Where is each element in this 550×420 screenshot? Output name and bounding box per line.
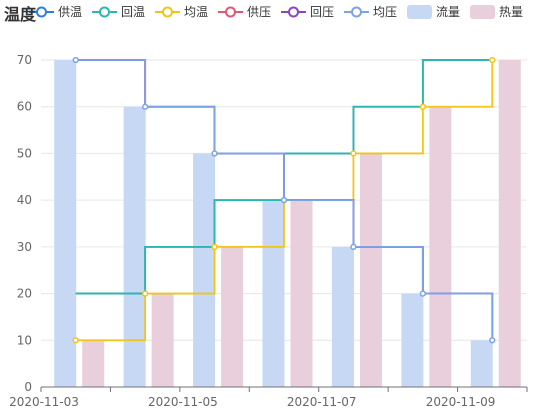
x-tick-label: 2020-11-07 [287, 395, 357, 409]
data-point[interactable] [350, 243, 357, 251]
legend-label: 均压 [373, 5, 397, 19]
legend-item[interactable]: 供温 [29, 5, 82, 19]
data-point[interactable] [141, 103, 149, 110]
data-point[interactable] [350, 150, 357, 157]
bar[interactable] [470, 340, 493, 387]
x-tick-label: 2020-11-09 [426, 395, 496, 409]
data-point[interactable] [419, 103, 427, 110]
y-tick-label: 40 [17, 193, 32, 207]
data-point[interactable] [489, 56, 496, 64]
data-point[interactable] [141, 290, 149, 297]
legend-label: 回温 [121, 5, 145, 19]
legend-item[interactable]: 流量 [407, 5, 460, 19]
legend-swatch [351, 6, 362, 18]
bar[interactable] [401, 293, 424, 387]
bar[interactable] [82, 340, 105, 387]
legend-item[interactable]: 热量 [470, 5, 523, 19]
legend-label: 均温 [184, 5, 208, 19]
bar[interactable] [290, 200, 313, 387]
y-tick-label: 30 [17, 240, 32, 254]
legend-swatch [225, 6, 236, 18]
bar[interactable] [498, 60, 521, 387]
legend-swatch [36, 6, 47, 18]
y-tick-label: 10 [17, 333, 32, 347]
bar[interactable] [429, 106, 452, 387]
data-point[interactable] [419, 290, 427, 297]
legend-item[interactable]: 均温 [155, 5, 208, 19]
bar[interactable] [151, 293, 174, 387]
legend-item[interactable]: 回温 [92, 5, 145, 19]
legend-label: 流量 [436, 5, 460, 19]
legend-label: 供温 [58, 5, 82, 19]
y-tick-label: 70 [17, 53, 32, 67]
legend-swatch [407, 5, 432, 19]
y-tick-label: 0 [24, 380, 32, 394]
bar[interactable] [54, 60, 77, 387]
series-markers [72, 56, 496, 344]
data-point[interactable] [72, 56, 79, 64]
legend-item[interactable]: 供压 [218, 5, 271, 19]
legend-label: 热量 [499, 5, 523, 19]
x-tick-label: 2020-11-05 [148, 395, 218, 409]
data-point[interactable] [211, 243, 218, 251]
bar[interactable] [123, 106, 146, 387]
y-tick-label: 50 [17, 146, 32, 160]
data-point[interactable] [489, 337, 496, 344]
data-point[interactable] [280, 196, 288, 204]
legend-swatch [470, 5, 495, 19]
y-tick-label: 20 [17, 287, 32, 301]
legend-item[interactable]: 回压 [281, 5, 334, 19]
chart-title: 温度 [3, 5, 37, 24]
data-point[interactable] [72, 337, 79, 344]
bar[interactable] [359, 153, 382, 387]
axes: 0 10 20 30 40 50 60 70 2020-11-03 2020-11-05 2020-… [9, 53, 528, 409]
legend[interactable]: 供温 回温 均温 供压 回压 均压 流量 热量 [29, 5, 523, 19]
legend-swatch [99, 6, 110, 18]
bar[interactable] [331, 246, 354, 387]
bar[interactable] [193, 153, 216, 387]
data-point[interactable] [211, 150, 218, 157]
y-tick-label: 60 [17, 100, 32, 114]
legend-label: 供压 [247, 5, 271, 19]
bar[interactable] [221, 246, 244, 387]
legend-swatch [162, 6, 173, 18]
legend-item[interactable]: 均压 [344, 5, 397, 19]
legend-swatch [288, 6, 299, 18]
legend-label: 回压 [310, 5, 334, 19]
bars [54, 60, 521, 387]
x-tick-label: 2020-11-03 [9, 395, 79, 409]
bar[interactable] [262, 200, 285, 387]
